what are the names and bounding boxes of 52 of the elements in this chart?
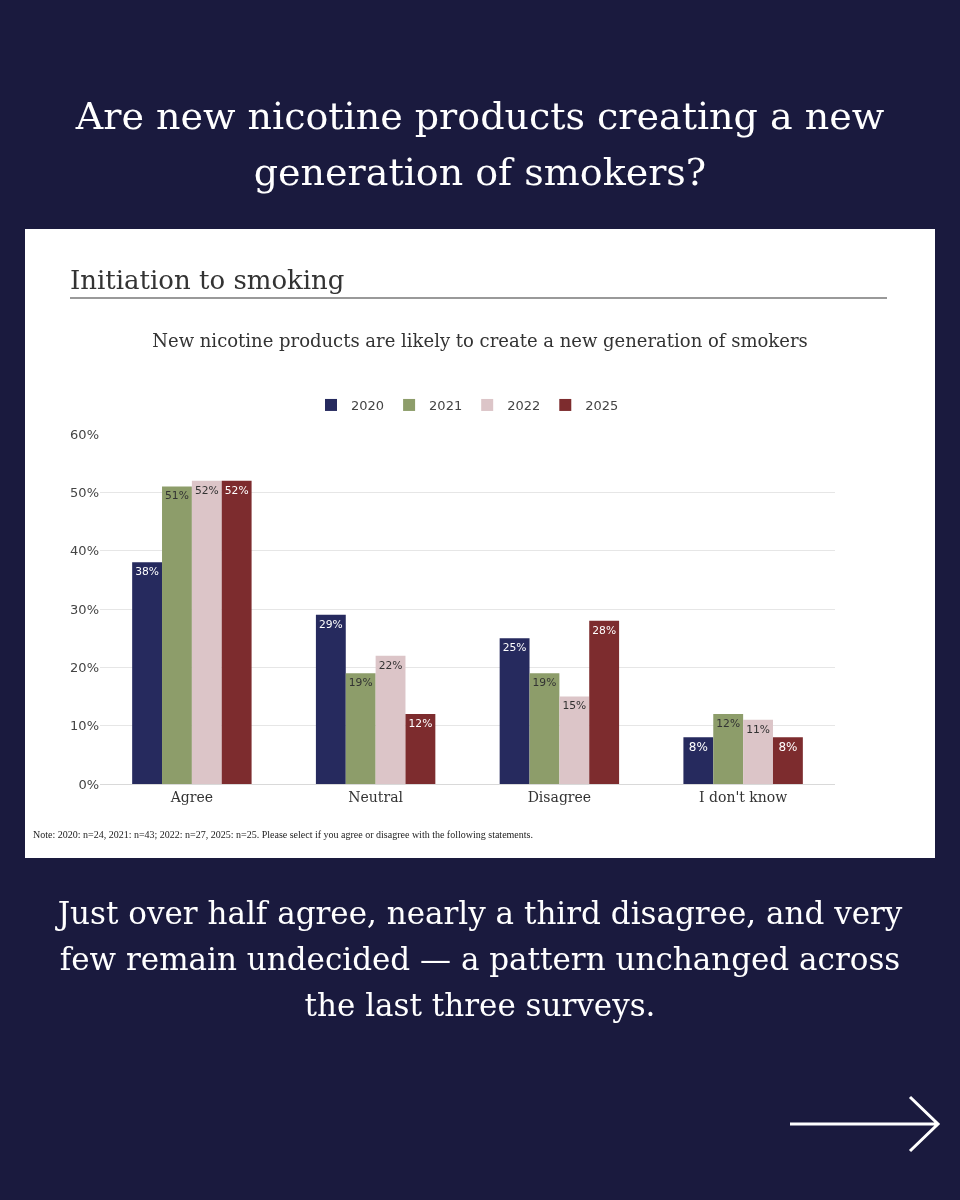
x-tick-label: Disagree: [527, 788, 592, 805]
chart-title: New nicotine products are likely to create a new generation of smokers: [152, 329, 808, 351]
bar: [345, 673, 376, 784]
y-tick-label: 0%: [78, 776, 99, 792]
data-label: 19%: [348, 676, 373, 690]
bar: [405, 714, 436, 784]
y-tick-label: 40%: [70, 543, 99, 559]
bar: [713, 714, 744, 784]
data-label: 8%: [688, 740, 708, 755]
text: Initiation to smoking: [70, 265, 887, 299]
data-label: 38%: [135, 565, 159, 579]
bar: [499, 638, 530, 784]
y-tick-label: 10%: [70, 718, 99, 734]
text: Note: 2020: n=24, 2021: n=43; 2022: n=27, 2025: n=25. Please select if you agree or disagree with the following statements.: [33, 829, 533, 840]
bar: [375, 655, 406, 784]
bar: [529, 673, 560, 784]
text: Are new nicotine products creating a new generation of smokers?: [74, 93, 886, 196]
legend-label: 2020: [351, 398, 385, 414]
data-label: 12%: [716, 716, 741, 730]
bar: [191, 480, 222, 784]
y-tick-label: 60%: [70, 426, 99, 442]
y-tick-label: 30%: [70, 601, 99, 617]
bar: [772, 737, 803, 784]
x-tick-label: I don't know: [699, 788, 788, 805]
bar: [132, 562, 163, 784]
data-label: 52%: [194, 483, 219, 497]
x-tick-label: Agree: [169, 788, 214, 805]
x-tick-label: Neutral: [348, 788, 404, 805]
data-label: 51%: [165, 489, 189, 503]
legend-label: 2025: [585, 398, 619, 414]
data-label: 19%: [532, 676, 557, 690]
data-label: 12%: [408, 716, 433, 730]
data-label: 8%: [778, 740, 798, 755]
y-tick-label: 50%: [70, 484, 99, 500]
bar: [221, 480, 252, 784]
text: Just over half agree, nearly a third disagree, and very few remain undecided — a pattern unchanged across the last three surveys.: [54, 894, 904, 1025]
bar: [559, 696, 590, 784]
data-label: 52%: [224, 483, 249, 497]
bar: [683, 737, 714, 784]
data-label: 11%: [746, 722, 770, 736]
legend-label: 2022: [507, 398, 541, 414]
bar: [589, 620, 620, 784]
data-label: 25%: [502, 641, 527, 655]
data-label: 29%: [318, 617, 343, 631]
bar: [743, 719, 773, 784]
bar: [315, 614, 346, 784]
legend-label: 2021: [429, 398, 463, 414]
y-tick-label: 20%: [70, 659, 99, 675]
data-label: 22%: [378, 658, 403, 672]
bar: [162, 486, 192, 784]
data-label: 28%: [592, 623, 617, 637]
data-label: 15%: [562, 699, 587, 713]
